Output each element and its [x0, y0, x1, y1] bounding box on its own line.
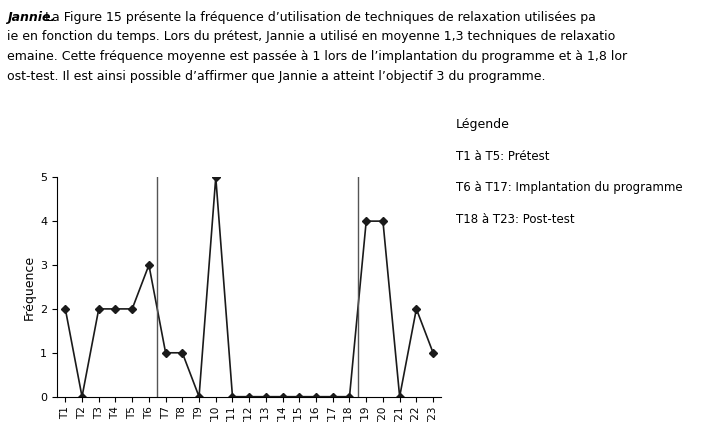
Text: ost-test. Il est ainsi possible d’affirmer que Jannie a atteint l’objectif 3 du : ost-test. Il est ainsi possible d’affirm…: [7, 70, 545, 83]
Text: Légende: Légende: [456, 118, 510, 131]
Text: T18 à T23: Post-test: T18 à T23: Post-test: [456, 213, 575, 226]
Text: Jannie.: Jannie.: [7, 11, 56, 24]
Text: emaine. Cette fréquence moyenne est passée à 1 lors de l’implantation du program: emaine. Cette fréquence moyenne est pass…: [7, 50, 627, 63]
Y-axis label: Fréquence: Fréquence: [23, 254, 36, 319]
Text: La Figure 15 présente la fréquence d’utilisation de techniques de relaxation uti: La Figure 15 présente la fréquence d’uti…: [41, 11, 596, 24]
Text: T6 à T17: Implantation du programme: T6 à T17: Implantation du programme: [456, 181, 682, 195]
Text: ie en fonction du temps. Lors du prétest, Jannie a utilisé en moyenne 1,3 techni: ie en fonction du temps. Lors du prétest…: [7, 30, 615, 43]
Text: T1 à T5: Prétest: T1 à T5: Prétest: [456, 150, 549, 163]
